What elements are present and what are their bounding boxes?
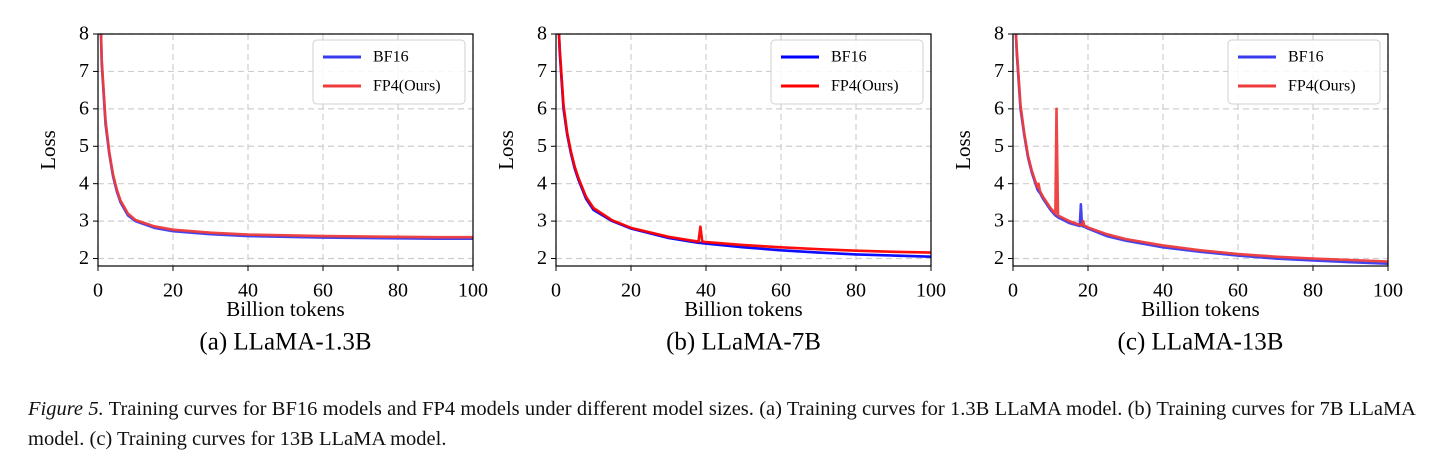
x-tick-label: 80 <box>846 280 866 302</box>
x-tick-label: 60 <box>1228 280 1248 302</box>
y-tick-label: 5 <box>79 135 89 157</box>
x-tick-label: 0 <box>551 280 561 302</box>
x-tick-label: 40 <box>1153 280 1173 302</box>
y-tick-label: 8 <box>537 23 547 45</box>
subplot-title: (b) LLaMA-7B <box>666 329 821 356</box>
y-tick-label: 4 <box>79 172 89 194</box>
x-tick-label: 100 <box>916 280 946 302</box>
y-tick-label: 6 <box>994 97 1004 119</box>
x-tick-label: 20 <box>621 280 641 302</box>
x-tick-label: 60 <box>771 280 791 302</box>
y-tick-label: 5 <box>994 135 1004 157</box>
legend-label: BF16 <box>831 49 867 66</box>
loss-line <box>1014 34 1388 263</box>
plot-frame <box>555 33 932 267</box>
x-tick-label: 0 <box>1008 280 1018 302</box>
y-tick-label: 3 <box>79 210 89 232</box>
y-tick-label: 2 <box>994 247 1004 269</box>
x-tick-label: 20 <box>1078 280 1098 302</box>
y-tick-label: 6 <box>79 97 89 119</box>
x-axis-label: Billion tokens <box>226 297 344 321</box>
y-tick-label: 5 <box>537 135 547 157</box>
y-tick-label: 7 <box>994 60 1004 82</box>
loss-line <box>557 34 931 254</box>
y-tick-label: 8 <box>994 23 1004 45</box>
caption-label: Figure 5. <box>28 398 104 420</box>
y-tick-label: 6 <box>537 97 547 119</box>
y-tick-label: 8 <box>79 23 89 45</box>
x-tick-label: 20 <box>163 280 183 302</box>
y-tick-label: 7 <box>79 60 89 82</box>
y-tick-label: 7 <box>537 60 547 82</box>
x-tick-label: 40 <box>696 280 716 302</box>
caption: Figure 5. Training curves for BF16 model… <box>28 394 1416 454</box>
x-tick-label: 80 <box>388 280 408 302</box>
subplot-title: (c) LLaMA-13B <box>1118 329 1284 356</box>
legend-label: BF16 <box>373 49 409 66</box>
subplot-title: (a) LLaMA-1.3B <box>199 329 371 356</box>
y-tick-label: 3 <box>994 210 1004 232</box>
legend-label: BF16 <box>1288 49 1324 66</box>
x-tick-label: 0 <box>93 280 103 302</box>
y-tick-label: 4 <box>537 172 547 194</box>
x-tick-label: 80 <box>1303 280 1323 302</box>
x-tick-label: 40 <box>238 280 258 302</box>
legend-label: FP4(Ours) <box>831 78 899 95</box>
x-axis-label: Billion tokens <box>684 297 802 321</box>
y-tick-label: 2 <box>537 247 547 269</box>
x-tick-label: 60 <box>313 280 333 302</box>
loss-line <box>99 34 473 239</box>
y-axis-label: Loss <box>494 130 518 170</box>
plot-frame <box>97 33 474 267</box>
y-tick-label: 3 <box>537 210 547 232</box>
legend-label: FP4(Ours) <box>373 78 441 95</box>
y-tick-label: 2 <box>79 247 89 269</box>
y-axis-label: Loss <box>36 130 60 170</box>
y-axis-label: Loss <box>951 130 975 170</box>
legend-label: FP4(Ours) <box>1288 78 1356 95</box>
x-tick-label: 100 <box>1373 280 1403 302</box>
y-tick-label: 4 <box>994 172 1004 194</box>
x-tick-label: 100 <box>458 280 488 302</box>
x-axis-label: Billion tokens <box>1141 297 1259 321</box>
plot-frame <box>1012 33 1389 267</box>
caption-text: Training curves for BF16 models and FP4 … <box>28 398 1416 450</box>
